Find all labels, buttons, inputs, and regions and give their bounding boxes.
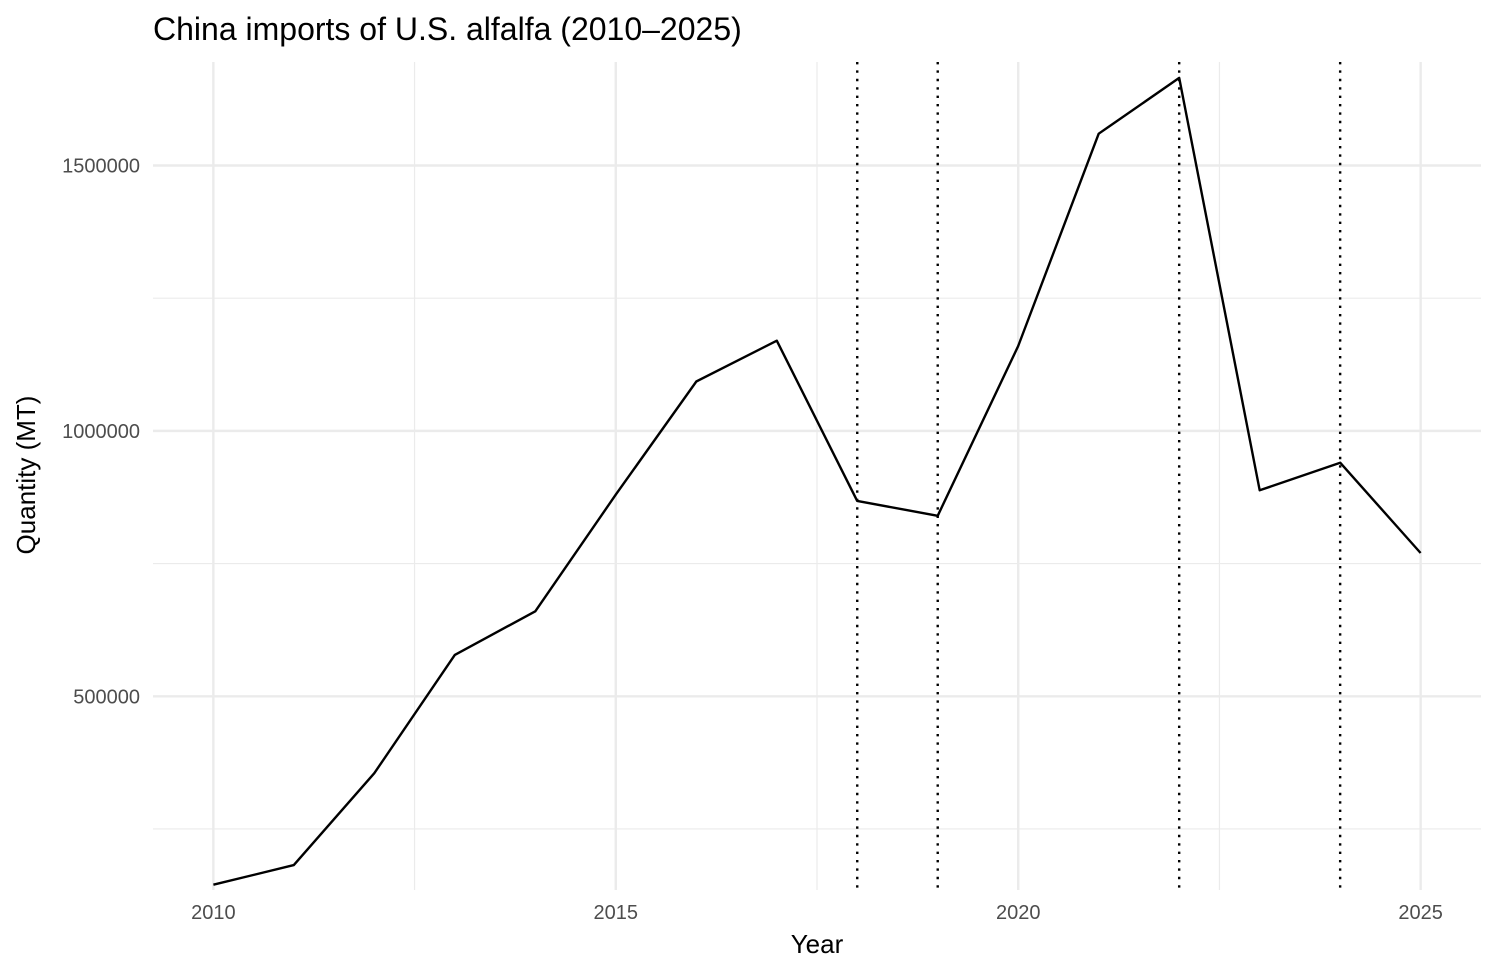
chart-title: China imports of U.S. alfalfa (2010–2025… — [153, 11, 742, 47]
reference-lines — [856, 62, 1342, 890]
y-tick-label: 1500000 — [62, 156, 140, 178]
x-tick-label: 2015 — [594, 902, 639, 924]
series-line — [213, 76, 1422, 886]
tick-labels: 2010 2015 2020 2025 500000 1000000 1500000 — [62, 156, 1443, 925]
x-axis-title: Year — [791, 929, 844, 959]
data-series — [213, 76, 1422, 886]
y-axis-title: Quantity (MT) — [11, 396, 41, 555]
x-tick-label: 2025 — [1398, 902, 1443, 924]
y-tick-label: 500000 — [73, 686, 140, 708]
grid-lines — [153, 62, 1481, 890]
y-tick-label: 1000000 — [62, 421, 140, 443]
x-tick-label: 2010 — [191, 902, 236, 924]
x-tick-label: 2020 — [996, 902, 1041, 924]
